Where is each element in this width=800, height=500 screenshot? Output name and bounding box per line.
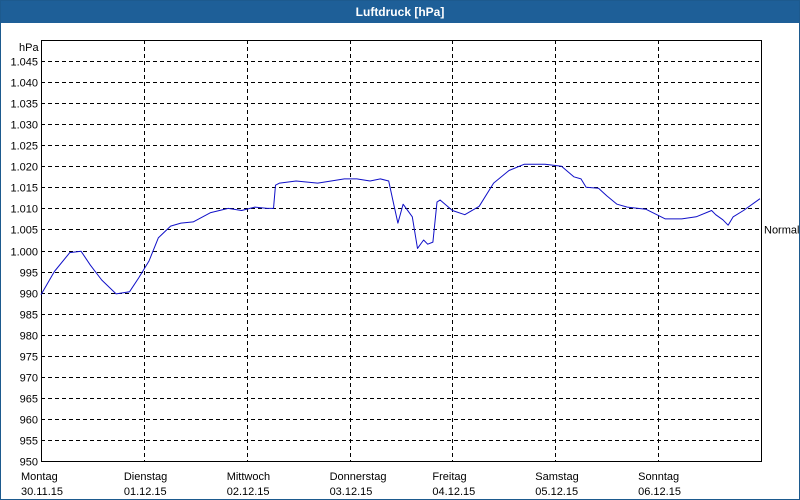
- series-line: [40, 163, 761, 295]
- x-tick-day: Freitag: [432, 471, 466, 483]
- y-tick-label: 980: [20, 331, 38, 343]
- x-tick-date: 02.12.15: [227, 486, 270, 498]
- y-tick-label: 1.030: [10, 120, 38, 132]
- series-group: [40, 163, 761, 295]
- grid-lines: [41, 40, 761, 461]
- x-tick-day: Donnerstag: [330, 471, 387, 483]
- chart-title: Luftdruck [hPa]: [1, 1, 799, 23]
- y-tick-label: 975: [20, 352, 38, 364]
- plot-area: [41, 40, 762, 462]
- x-tick-date: 04.12.15: [432, 486, 475, 498]
- y-tick-label: 1.005: [10, 225, 38, 237]
- y-tick-label: 1.010: [10, 204, 38, 216]
- x-tick-day: Sonntag: [638, 471, 679, 483]
- x-tick-date: 01.12.15: [124, 486, 167, 498]
- y-tick-label: 1.000: [10, 247, 38, 259]
- x-tick-date: 06.12.15: [638, 486, 681, 498]
- y-axis-label: hPa: [19, 42, 39, 54]
- y-tick-label: 995: [20, 268, 38, 280]
- x-tick-date: 30.11.15: [21, 486, 63, 498]
- x-tick-day: Montag: [21, 471, 58, 483]
- y-tick-label: 1.015: [10, 183, 38, 195]
- y-tick-label: 965: [20, 394, 38, 406]
- y-tick-label: 960: [20, 415, 38, 427]
- x-tick-date: 03.12.15: [330, 486, 373, 498]
- y-tick-label: 955: [20, 436, 38, 448]
- x-tick-day: Dienstag: [124, 471, 167, 483]
- y-tick-label: 1.035: [10, 99, 38, 111]
- x-tick-date: 05.12.15: [535, 486, 578, 498]
- y-tick-label: 970: [20, 373, 38, 385]
- x-tick-day: Mittwoch: [227, 471, 270, 483]
- x-tick-day: Samstag: [535, 471, 578, 483]
- normal-reference-label: Normal: [764, 224, 799, 236]
- y-tick-label: 1.040: [10, 78, 38, 90]
- y-tick-label: 1.045: [10, 57, 38, 69]
- y-tick-label: 1.020: [10, 162, 38, 174]
- y-tick-label: 950: [20, 457, 38, 469]
- y-axis-ticks: 950 955 960 965 970 975 980 985 990 995 1.000 1.005…: [10, 57, 38, 469]
- y-tick-label: 990: [20, 289, 38, 301]
- y-tick-label: 985: [20, 310, 38, 322]
- y-tick-label: 1.025: [10, 141, 38, 153]
- x-axis-ticks: Montag 30.11.15 Dienstag 01.12.15 Mittwoch 02…: [21, 471, 681, 498]
